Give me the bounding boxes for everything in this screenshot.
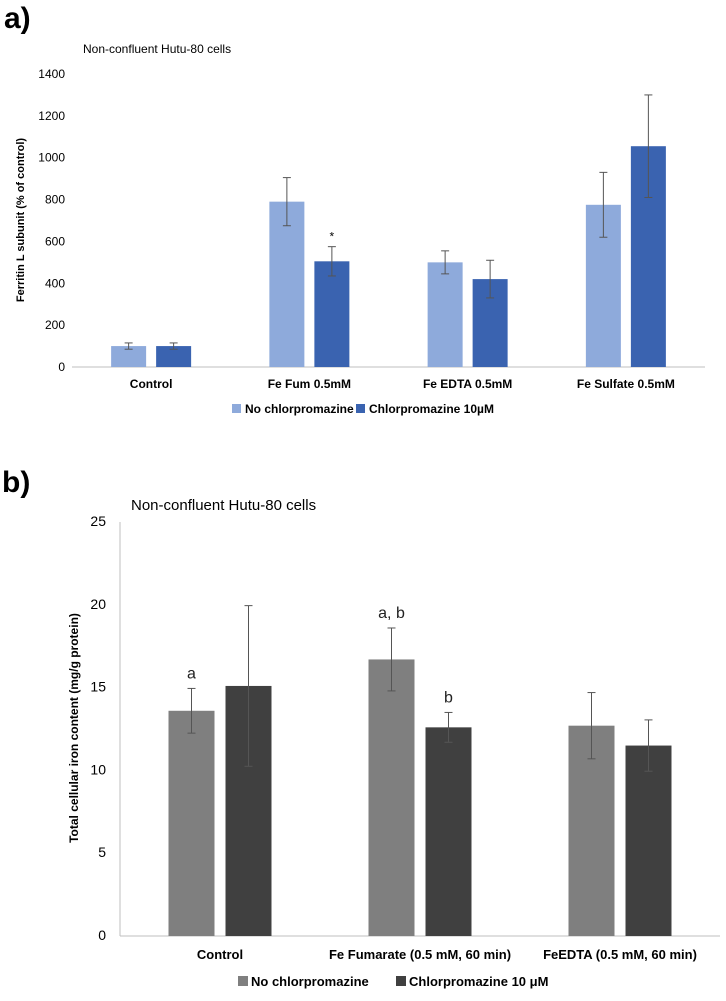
- panel-b-label: b): [2, 466, 30, 499]
- chart-b-bar-2-1: [625, 745, 672, 936]
- chart-b-annotation: a, b: [378, 605, 405, 622]
- chart-a-y-tick-label: 1000: [38, 151, 65, 165]
- legend-b-label-chlorpromazine: Chlorpromazine 10 μM: [409, 974, 548, 989]
- chart-a-y-tick-label: 0: [58, 360, 65, 374]
- chart-a-y-tick-label: 800: [45, 193, 65, 207]
- chart-a-y-ticks: 0 200 400 600 800 1000 1200 1400: [38, 67, 65, 374]
- chart-a-y-tick-label: 1400: [38, 67, 65, 81]
- chart-a-y-tick-label: 200: [45, 318, 65, 332]
- chart-b-title: Non-confluent Hutu-80 cells: [131, 497, 316, 514]
- chart-b-y-tick-label: 25: [90, 513, 106, 529]
- legend-b-label-no-chlorpromazine: No chlorpromazine: [251, 974, 369, 989]
- chart-a-error-bars: [124, 94, 653, 350]
- chart-b-y-axis-label: Total cellular iron content (mg/g protei…: [67, 613, 81, 843]
- chart-a-bar-0-0: [111, 346, 147, 367]
- chart-a-legend: No chlorpromazine Chlorpromazine 10µM: [232, 402, 494, 416]
- chart-a-category-label: Control: [130, 377, 173, 391]
- chart-b-error-bars: [187, 605, 653, 772]
- chart-a-title: Non-confluent Hutu-80 cells: [83, 42, 231, 56]
- chart-a-category-labels: Control Fe Fum 0.5mM Fe EDTA 0.5mM Fe Sulfa…: [130, 377, 675, 391]
- chart-b-y-tick-label: 15: [90, 679, 106, 695]
- chart-a-annotation: *: [330, 230, 335, 244]
- chart-a-y-tick-label: 400: [45, 276, 65, 290]
- chart-a-bar-0-1: [156, 346, 192, 367]
- chart-a-annotations: *: [330, 230, 335, 244]
- chart-b-category-label: Control: [197, 947, 243, 962]
- chart-b-bar-1-1: [425, 727, 472, 936]
- chart-a-bar-1-1: [314, 261, 350, 367]
- chart-b-annotation: b: [444, 689, 453, 706]
- panel-a: a) Non-confluent Hutu-80 cells Ferritin …: [4, 2, 705, 416]
- chart-b-bar-0-0: [168, 710, 215, 936]
- chart-b-y-ticks: 0 5 10 15 20 25: [90, 513, 106, 943]
- legend-a-label-no-chlorpromazine: No chlorpromazine: [245, 402, 354, 416]
- chart-b-bar-2-0: [568, 725, 615, 936]
- legend-b-swatch-chlorpromazine: [396, 976, 406, 986]
- chart-a-y-tick-label: 1200: [38, 109, 65, 123]
- chart-a-category-label: Fe Sulfate 0.5mM: [577, 377, 675, 391]
- chart-b-y-tick-label: 20: [90, 596, 106, 612]
- legend-a-swatch-no-chlorpromazine: [232, 404, 241, 413]
- legend-b-swatch-no-chlorpromazine: [238, 976, 248, 986]
- chart-b-bar-1-0: [368, 659, 415, 936]
- chart-a-bar-1-0: [269, 201, 305, 367]
- chart-b-annotation: a: [187, 665, 196, 682]
- legend-a-swatch-chlorpromazine: [356, 404, 365, 413]
- chart-b-category-label: Fe Fumarate (0.5 mM, 60 min): [329, 947, 511, 962]
- chart-b-y-tick-label: 5: [98, 844, 106, 860]
- chart-a-bar-2-0: [427, 262, 463, 367]
- chart-a-category-label: Fe Fum 0.5mM: [268, 377, 351, 391]
- chart-b-category-labels: Control Fe Fumarate (0.5 mM, 60 min) FeEDT…: [197, 947, 697, 962]
- chart-a-category-label: Fe EDTA 0.5mM: [423, 377, 512, 391]
- chart-a-y-axis-label: Ferritin L subunit (% of control): [15, 138, 27, 303]
- panel-b: b) Non-confluent Hutu-80 cells Total cel…: [2, 466, 720, 989]
- legend-a-label-chlorpromazine: Chlorpromazine 10µM: [369, 402, 494, 416]
- chart-b-y-tick-label: 10: [90, 761, 106, 777]
- chart-b-legend: No chlorpromazine Chlorpromazine 10 μM: [238, 974, 548, 989]
- chart-b-annotations: a a, b b: [187, 605, 453, 706]
- chart-a-y-tick-label: 600: [45, 234, 65, 248]
- panel-a-label: a): [4, 2, 31, 35]
- chart-b-category-label: FeEDTA (0.5 mM, 60 min): [543, 947, 697, 962]
- chart-b-bars: [168, 659, 672, 936]
- chart-b-y-tick-label: 0: [98, 927, 106, 943]
- chart-a-bars: [111, 146, 666, 367]
